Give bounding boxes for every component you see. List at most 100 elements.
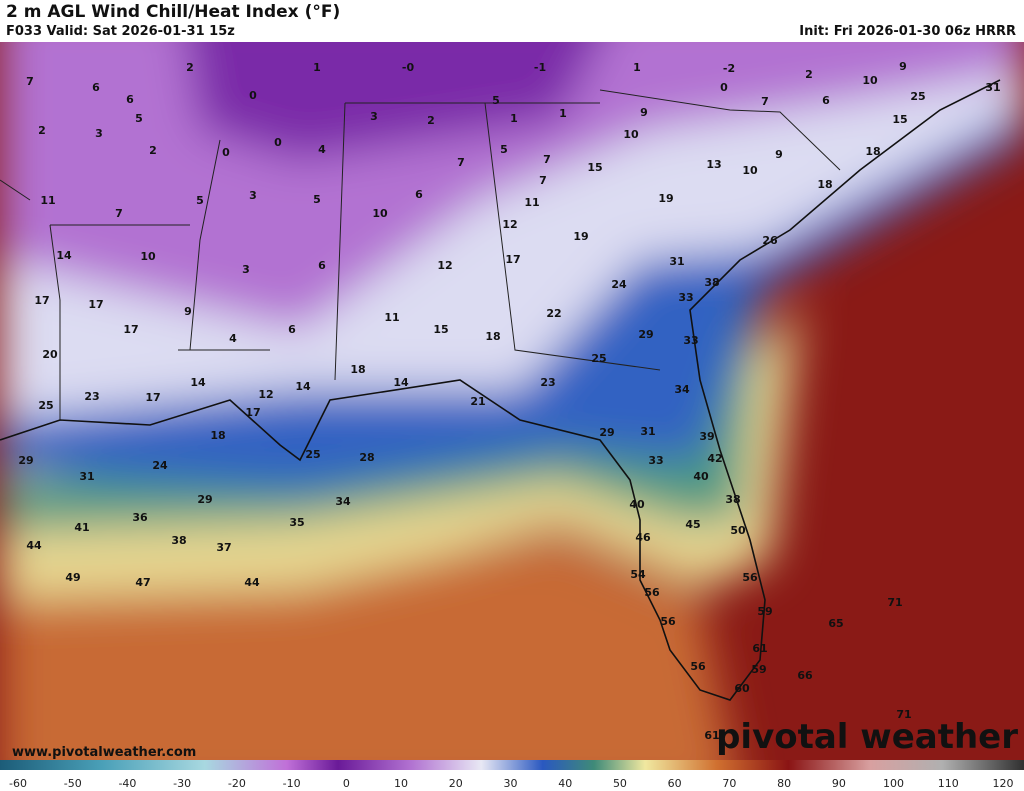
map-value: 10 — [742, 164, 758, 177]
map-value: 20 — [42, 348, 58, 361]
map-value: 56 — [660, 615, 676, 628]
map-value: 40 — [629, 498, 645, 511]
map-value: 0 — [249, 89, 257, 102]
map-value: 60 — [734, 682, 750, 695]
map-value: 65 — [828, 617, 843, 630]
map-value: 23 — [540, 376, 555, 389]
map-value: 6 — [822, 94, 830, 107]
map-value: 11 — [524, 196, 539, 209]
map-value: 18 — [485, 330, 500, 343]
map-value: 15 — [433, 323, 448, 336]
map-value: 34 — [335, 495, 351, 508]
map-value: 28 — [359, 451, 374, 464]
map-value: 25 — [305, 448, 320, 461]
map-value: 18 — [210, 429, 225, 442]
map-value: 29 — [599, 426, 614, 439]
map-value: 6 — [126, 93, 134, 106]
map-value: 10 — [140, 250, 156, 263]
map-value: 33 — [683, 334, 698, 347]
map-value: 18 — [865, 145, 880, 158]
map-value: 46 — [635, 531, 651, 544]
map-value: 1 — [633, 61, 641, 74]
map-value: 41 — [74, 521, 89, 534]
map-value: 3 — [95, 127, 103, 140]
map-value: 22 — [546, 307, 561, 320]
map-value: 54 — [630, 568, 646, 581]
map-value: 4 — [229, 332, 237, 345]
map-value: 24 — [611, 278, 627, 291]
map-value: 4 — [318, 143, 326, 156]
map-value: 15 — [892, 113, 907, 126]
valid-time: F033 Valid: Sat 2026-01-31 15z — [6, 24, 235, 39]
map-value: 25 — [591, 352, 606, 365]
map-value: 14 — [190, 376, 206, 389]
map-value: 17 — [123, 323, 138, 336]
map-value: 23 — [84, 390, 99, 403]
map-value: 34 — [674, 383, 690, 396]
map-value: 61 — [704, 729, 719, 742]
colorbar-tick: 110 — [938, 777, 959, 790]
map-value: 5 — [492, 94, 500, 107]
map-value: 17 — [145, 391, 160, 404]
map-value: 18 — [817, 178, 832, 191]
map-value: -1 — [534, 61, 546, 74]
map-value: 29 — [18, 454, 33, 467]
map-value: 1 — [559, 107, 567, 120]
colorbar-tick: 60 — [668, 777, 682, 790]
map-value: 5 — [313, 193, 321, 206]
map-value: 14 — [56, 249, 72, 262]
map-value: 9 — [640, 106, 648, 119]
map-value: 2 — [186, 61, 194, 74]
map-value: 17 — [88, 298, 103, 311]
map-value: 15 — [587, 161, 602, 174]
colorbar-tick: 100 — [883, 777, 904, 790]
map-value: 29 — [197, 493, 212, 506]
map-value: 29 — [638, 328, 653, 341]
map-value: 7 — [539, 174, 547, 187]
map-value: 17 — [34, 294, 49, 307]
map-value: 0 — [274, 136, 282, 149]
map-value: 38 — [171, 534, 186, 547]
map-value: 37 — [216, 541, 231, 554]
map-value: 0 — [720, 81, 728, 94]
map-value: 26 — [762, 234, 778, 247]
map-value: 10 — [862, 74, 878, 87]
map-value: 25 — [910, 90, 925, 103]
map-value: 38 — [725, 493, 740, 506]
map-value: 19 — [573, 230, 588, 243]
map-value: 9 — [184, 305, 192, 318]
map-value: 7 — [115, 207, 123, 220]
map-value: 5 — [135, 112, 143, 125]
map-value: 10 — [623, 128, 639, 141]
map-value: 35 — [289, 516, 304, 529]
colorbar-tick: -60 — [9, 777, 27, 790]
colorbar-tick: 50 — [613, 777, 627, 790]
map-value: 6 — [415, 188, 423, 201]
map-value: 12 — [502, 218, 517, 231]
map-value: 11 — [384, 311, 399, 324]
map-value: 33 — [648, 454, 663, 467]
map-value: 66 — [797, 669, 813, 682]
map-value: 3 — [370, 110, 378, 123]
map-value: 7 — [26, 75, 34, 88]
map-value: 25 — [38, 399, 53, 412]
map-value: 2 — [805, 68, 813, 81]
map-value: 40 — [693, 470, 709, 483]
map-value: 42 — [707, 452, 722, 465]
map-value: 12 — [437, 259, 452, 272]
map-value: 3 — [249, 189, 257, 202]
map-value: 61 — [752, 642, 767, 655]
map-value: 11 — [40, 194, 55, 207]
website: www.pivotalweather.com — [12, 745, 196, 760]
title: 2 m AGL Wind Chill/Heat Index (°F) — [6, 2, 341, 22]
map-value: 38 — [704, 276, 719, 289]
map-value: 2 — [427, 114, 435, 127]
map-value: 6 — [92, 81, 100, 94]
map-value: 21 — [470, 395, 485, 408]
map-value: 56 — [690, 660, 706, 673]
map-value: 2 — [149, 144, 157, 157]
map-value: 12 — [258, 388, 273, 401]
map-value: 17 — [505, 253, 520, 266]
map-value: 59 — [757, 605, 772, 618]
map-value: -0 — [402, 61, 415, 74]
